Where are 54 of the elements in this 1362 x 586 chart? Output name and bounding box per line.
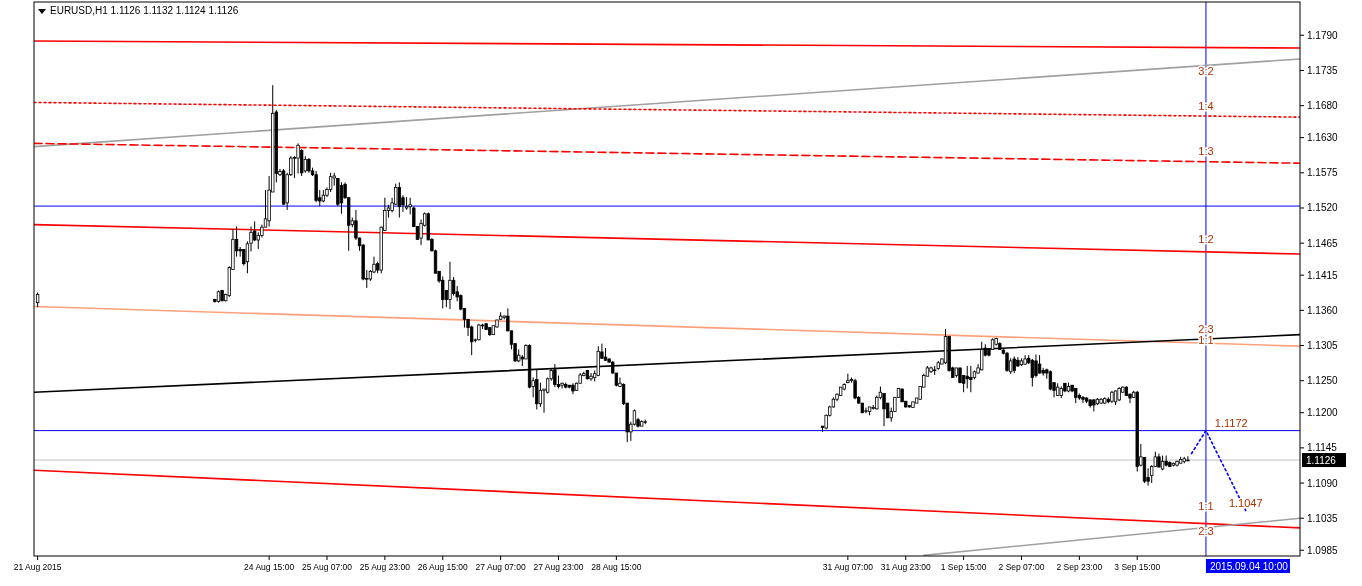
candlestick [451,276,456,297]
x-tick-label: 2 Sep 07:00 [998,562,1045,572]
y-tick-label: 1.1465 [1307,237,1339,249]
y-tick-label: 1.1520 [1307,202,1339,214]
annotation: 1.1047 [1228,496,1263,509]
chart-title: EURUSD,H1 1.1126 1.1132 1.1124 1.1126 [50,5,239,16]
y-tick-label: 1.0985 [1307,544,1339,556]
y-tick-label: 1.1680 [1307,100,1339,112]
x-tick-label: 27 Aug 07:00 [475,562,526,572]
ref-line-label: 2015.09.04 10:00 [1209,561,1289,572]
candlestick [1030,358,1034,387]
annotation: 1:4 [1198,99,1214,112]
x-tick-label: 26 Aug 15:00 [417,562,469,572]
annotation: 2:3 [1198,323,1214,336]
candlestick [1186,455,1190,462]
y-tick-label: 1.1415 [1307,269,1339,281]
y-tick-label: 1.1790 [1307,29,1339,41]
x-tick-label: 24 Aug 15:00 [244,562,295,572]
candlestick [296,142,300,174]
x-tick-label: 1 Sep 15:00 [940,562,987,572]
y-tick-label: 1.1035 [1307,512,1339,524]
y-tick-label: 1.1735 [1307,64,1339,76]
y-tick-label: 1.1360 [1307,304,1339,316]
candlestick [1081,395,1085,404]
candlestick [965,365,969,389]
y-tick-label: 1.1145 [1307,442,1338,454]
candlestick [1034,353,1038,379]
y-tick-label: 1.1305 [1307,340,1339,352]
x-tick-label: 27 Aug 23:00 [533,562,584,572]
candlestick [589,372,593,382]
x-tick-label: 31 Aug 07:00 [822,562,874,572]
annotation: 2:3 [1198,524,1214,537]
candlestick [448,261,452,310]
x-tick-label: 31 Aug 23:00 [880,562,932,572]
y-tick-label: 1.1630 [1307,132,1339,144]
x-tick-label: 25 Aug 23:00 [359,562,411,572]
annotation: 1.1172 [1214,416,1248,429]
candlestick [1142,456,1147,484]
annotation: 1:1 [1198,500,1214,513]
annotation: 3:2 [1198,65,1214,78]
candlestick [1005,351,1009,373]
y-tick-label: 1.1090 [1307,477,1339,489]
annotation: 1:3 [1198,144,1214,157]
x-tick-label: 25 Aug 07:00 [301,562,353,572]
x-tick-label: 28 Aug 15:00 [591,562,642,572]
y-tick-label: 1.1250 [1307,375,1339,387]
y-tick-label: 1.1575 [1307,167,1339,179]
candlestick [397,181,401,219]
ref-line-label: 1.1126 [1306,454,1337,466]
x-tick-label: 2 Sep 23:00 [1056,562,1103,572]
annotation: 1:2 [1198,233,1214,246]
x-tick-label: 3 Sep 15:00 [1114,562,1161,572]
x-tick-label: 21 Aug 2015 [13,562,62,572]
y-tick-label: 1.1200 [1307,407,1339,419]
